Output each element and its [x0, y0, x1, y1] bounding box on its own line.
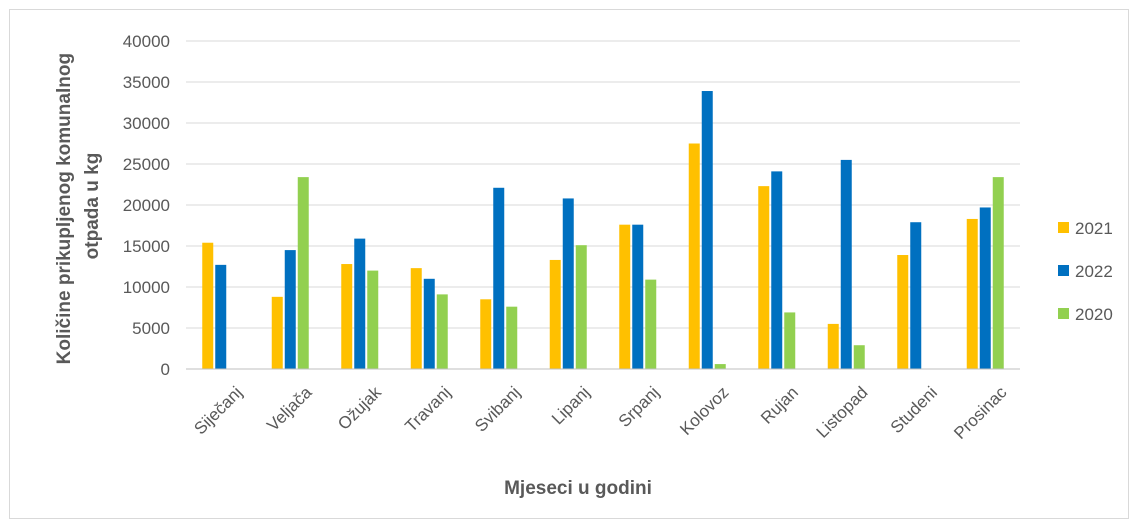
- x-tick-label: Travanj: [401, 383, 454, 436]
- legend-label: 2021: [1075, 219, 1113, 238]
- x-tick-label: Svibanj: [471, 383, 524, 436]
- y-axis-title: Količine prikupljenog komunalnog otpada …: [54, 48, 103, 365]
- bar-2020: [784, 312, 796, 369]
- bar-2021: [619, 224, 631, 369]
- bar-2022: [562, 198, 574, 369]
- x-tick-label: Srpanj: [615, 383, 663, 431]
- x-tick-label: Lipanj: [548, 383, 594, 429]
- x-tick-label: Studeni: [887, 383, 941, 437]
- x-tick-label: Kolovoz: [676, 383, 732, 439]
- bars: [202, 91, 1004, 370]
- y-tick-label: 15000: [123, 237, 170, 256]
- bar-2022: [423, 278, 435, 369]
- bar-2022: [215, 264, 227, 369]
- y-tick-label: 30000: [123, 114, 170, 133]
- bar-2020: [506, 306, 518, 369]
- x-tick-label: Prosinac: [950, 382, 1011, 443]
- bar-2021: [410, 268, 422, 369]
- y-tick-label: 0: [161, 360, 170, 379]
- bar-2021: [688, 143, 700, 369]
- bar-2021: [480, 299, 492, 369]
- x-tick-labels: Siječanj Veljača Ožujak Travanj Svibanj Lipan…: [190, 382, 1010, 443]
- bar-2021: [271, 296, 283, 369]
- bar-2020: [575, 245, 587, 369]
- y-tick-label: 25000: [123, 155, 170, 174]
- legend: 2021 2022 2020: [1058, 219, 1113, 324]
- bar-2022: [979, 207, 991, 369]
- bar-2020: [992, 177, 1004, 369]
- x-tick-label: Listopad: [813, 383, 872, 442]
- legend-label: 2020: [1075, 305, 1113, 324]
- legend-swatch-2020: [1058, 308, 1069, 319]
- bar-2021: [758, 186, 770, 369]
- bar-2021: [897, 255, 909, 369]
- bar-2022: [493, 187, 505, 369]
- y-axis-title-line-1: Količine prikupljenog komunalnog: [54, 53, 75, 364]
- bar-2022: [701, 91, 713, 370]
- y-tick-label: 40000: [123, 32, 170, 51]
- bar-2020: [367, 270, 379, 369]
- y-tick-label: 10000: [123, 278, 170, 297]
- bar-2021: [966, 218, 978, 369]
- bar-2020: [297, 177, 309, 369]
- bar-2022: [840, 159, 852, 369]
- grid: [186, 40, 1020, 329]
- x-tick-label: Rujan: [757, 383, 802, 428]
- y-tick-labels: 0 5000 10000 15000 20000 25000 30000 35000 40000: [123, 32, 170, 379]
- legend-label: 2022: [1075, 262, 1113, 281]
- x-tick-label: Siječanj: [190, 383, 246, 439]
- bar-2022: [284, 250, 296, 369]
- bar-2021: [341, 264, 353, 369]
- bar-2021: [202, 242, 214, 369]
- y-tick-label: 35000: [123, 73, 170, 92]
- bar-2020: [645, 279, 657, 369]
- bar-2020: [436, 294, 448, 369]
- bar-2020: [853, 345, 865, 369]
- bar-2022: [354, 238, 366, 369]
- legend-swatch-2021: [1058, 222, 1069, 233]
- x-axis-title: Mjeseci u godini: [504, 478, 652, 499]
- bar-2021: [549, 259, 561, 369]
- bar-2021: [827, 323, 839, 369]
- bar-2022: [910, 222, 922, 369]
- y-tick-label: 20000: [123, 196, 170, 215]
- legend-swatch-2022: [1058, 265, 1069, 276]
- x-tick-label: Veljača: [263, 382, 316, 435]
- bar-2020: [714, 364, 726, 369]
- bar-2022: [771, 171, 783, 369]
- y-tick-label: 5000: [132, 319, 170, 338]
- bar-2022: [632, 224, 644, 369]
- x-tick-label: Ožujak: [334, 382, 385, 433]
- y-axis-title-line-2: otpada u kg: [82, 153, 103, 260]
